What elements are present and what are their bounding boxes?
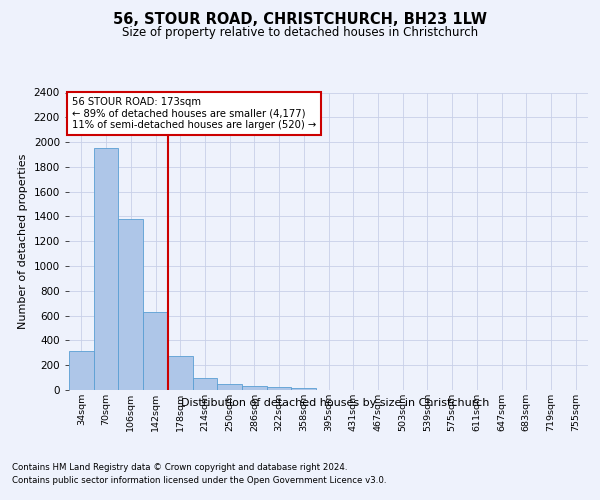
Bar [242,386,267,390]
Bar [217,384,242,390]
Bar [94,148,118,390]
Bar [193,378,217,390]
Text: 56, STOUR ROAD, CHRISTCHURCH, BH23 1LW: 56, STOUR ROAD, CHRISTCHURCH, BH23 1LW [113,12,487,28]
Bar [267,387,292,390]
Text: Size of property relative to detached houses in Christchurch: Size of property relative to detached ho… [122,26,478,39]
Bar [118,219,143,390]
Bar [292,388,316,390]
Text: Contains HM Land Registry data © Crown copyright and database right 2024.: Contains HM Land Registry data © Crown c… [12,462,347,471]
Bar [143,312,168,390]
Text: Contains public sector information licensed under the Open Government Licence v3: Contains public sector information licen… [12,476,386,485]
Bar [69,351,94,390]
Text: Distribution of detached houses by size in Christchurch: Distribution of detached houses by size … [181,398,489,407]
Bar [168,356,193,390]
Text: 56 STOUR ROAD: 173sqm
← 89% of detached houses are smaller (4,177)
11% of semi-d: 56 STOUR ROAD: 173sqm ← 89% of detached … [71,97,316,130]
Y-axis label: Number of detached properties: Number of detached properties [18,154,28,329]
